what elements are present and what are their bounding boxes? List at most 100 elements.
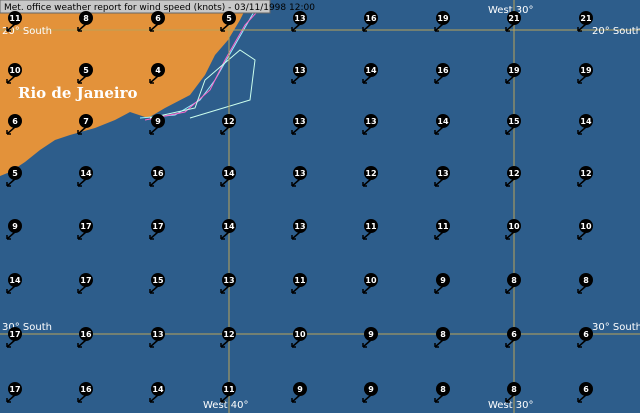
wind-station xyxy=(8,114,22,128)
wind-arrow xyxy=(291,285,301,294)
wind-arrow xyxy=(577,394,587,403)
wind-arrow xyxy=(77,23,87,32)
wind-speed: 13 xyxy=(437,169,448,178)
wind-arrow xyxy=(149,285,159,294)
wind-speed: 12 xyxy=(223,330,234,339)
wind-speed: 11 xyxy=(9,14,21,23)
wind-station xyxy=(436,382,450,396)
wind-arrow xyxy=(362,394,372,403)
wind-speed: 10 xyxy=(365,276,377,285)
wind-speed: 19 xyxy=(437,14,449,23)
wind-speed: 13 xyxy=(223,276,234,285)
wind-speed: 6 xyxy=(12,117,18,126)
place-label: Rio de Janeiro xyxy=(18,84,138,102)
wind-speed: 13 xyxy=(294,14,305,23)
wind-arrow xyxy=(505,126,515,135)
wind-speed: 9 xyxy=(155,117,161,126)
wind-speed: 5 xyxy=(83,66,89,75)
wind-speed: 9 xyxy=(440,276,446,285)
wind-arrow xyxy=(6,231,16,240)
wind-speed: 16 xyxy=(80,330,92,339)
wind-arrow xyxy=(291,126,301,135)
title: Met. office weather report for wind spee… xyxy=(4,3,315,13)
wind-speed: 13 xyxy=(294,222,305,231)
wind-arrow xyxy=(77,178,87,187)
lon-label: West 30° xyxy=(488,400,534,411)
wind-speed: 8 xyxy=(511,276,517,285)
wind-station xyxy=(507,327,521,341)
wind-arrow xyxy=(434,23,444,32)
wind-arrow xyxy=(577,75,587,84)
wind-station xyxy=(222,219,236,233)
wind-arrow xyxy=(505,23,515,32)
wind-arrow xyxy=(434,178,444,187)
land xyxy=(0,0,250,176)
wind-arrow xyxy=(77,285,87,294)
wind-speed: 14 xyxy=(152,385,164,394)
wind-station xyxy=(79,273,93,287)
wind-station xyxy=(293,166,307,180)
wind-station xyxy=(151,11,165,25)
wind-speed: 14 xyxy=(580,117,592,126)
lat-label: 30° South xyxy=(592,322,640,333)
wind-speed: 16 xyxy=(365,14,377,23)
wind-station xyxy=(8,63,22,77)
wind-speed: 14 xyxy=(437,117,449,126)
wind-speed: 10 xyxy=(580,222,592,231)
wind-station xyxy=(79,11,93,25)
wind-speed: 16 xyxy=(152,169,164,178)
wind-speed: 11 xyxy=(223,385,235,394)
wind-arrow xyxy=(291,23,301,32)
wind-arrow xyxy=(577,339,587,348)
wind-arrow xyxy=(577,231,587,240)
wind-station xyxy=(8,273,22,287)
wind-station xyxy=(151,63,165,77)
wind-arrow xyxy=(577,23,587,32)
wind-station xyxy=(436,166,450,180)
wind-arrow xyxy=(434,394,444,403)
wind-station xyxy=(579,327,593,341)
wind-station xyxy=(293,63,307,77)
wind-station xyxy=(436,273,450,287)
wind-speed: 15 xyxy=(152,276,164,285)
wind-station xyxy=(436,114,450,128)
wind-station xyxy=(364,382,378,396)
wind-arrow xyxy=(77,394,87,403)
wind-arrow xyxy=(220,178,230,187)
track xyxy=(149,49,256,119)
wind-station xyxy=(222,327,236,341)
wind-station xyxy=(579,114,593,128)
title-bar xyxy=(0,0,271,14)
wind-arrow xyxy=(362,75,372,84)
wind-station xyxy=(79,382,93,396)
wind-speed: 12 xyxy=(223,117,234,126)
wind-station xyxy=(293,327,307,341)
wind-station xyxy=(364,166,378,180)
wind-speed: 12 xyxy=(580,169,591,178)
wind-speed: 6 xyxy=(583,330,589,339)
wind-arrow xyxy=(291,231,301,240)
wind-speed: 6 xyxy=(511,330,517,339)
wind-speed: 14 xyxy=(80,169,92,178)
wind-station xyxy=(364,219,378,233)
wind-speed: 10 xyxy=(508,222,520,231)
wind-speed: 21 xyxy=(508,14,520,23)
wind-arrow xyxy=(6,339,16,348)
wind-station xyxy=(364,11,378,25)
wind-speed: 10 xyxy=(294,330,306,339)
wind-station xyxy=(579,166,593,180)
lon-label: West 40° xyxy=(203,400,249,411)
wind-station xyxy=(222,166,236,180)
wind-arrow xyxy=(149,23,159,32)
wind-arrow xyxy=(291,339,301,348)
wind-arrow xyxy=(434,126,444,135)
wind-arrow xyxy=(291,75,301,84)
wind-arrow xyxy=(577,178,587,187)
wind-station xyxy=(222,382,236,396)
wind-speed: 5 xyxy=(226,14,232,23)
wind-speed: 9 xyxy=(368,330,374,339)
wind-station xyxy=(293,114,307,128)
wind-arrow xyxy=(362,231,372,240)
wind-station xyxy=(293,273,307,287)
